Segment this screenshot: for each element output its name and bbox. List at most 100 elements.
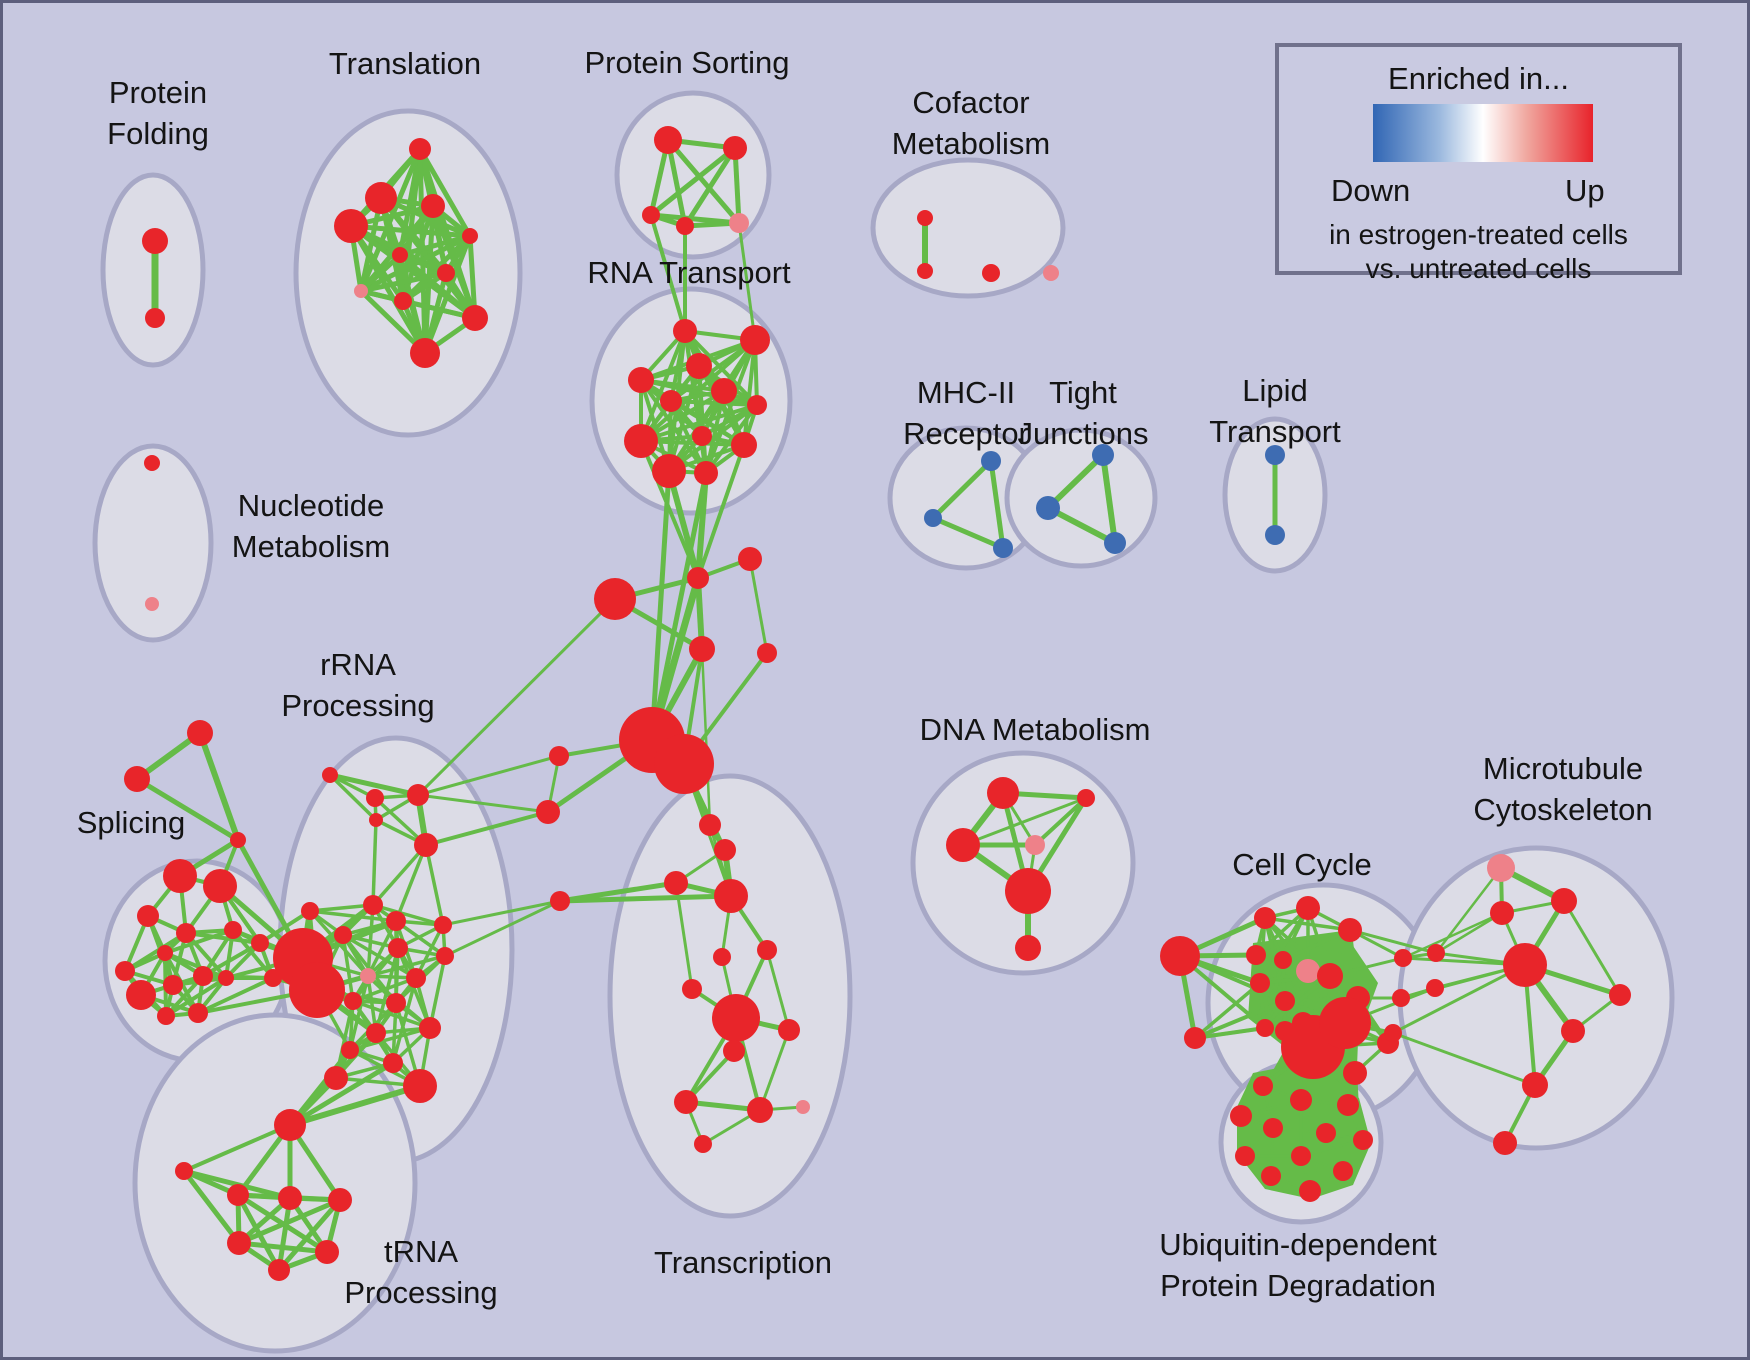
- network-node-rrna: [388, 938, 408, 958]
- network-node-rrna: [407, 784, 429, 806]
- cluster-label-mhc_receptor: Receptor: [903, 416, 1029, 451]
- network-node-trna: [268, 1259, 290, 1281]
- network-edge: [467, 235, 478, 319]
- network-edge: [371, 819, 378, 906]
- network-edge: [765, 949, 791, 1031]
- network-node-rrna: [322, 767, 338, 783]
- network-node-rrna: [341, 1041, 359, 1059]
- network-node-lipid_transport: [1265, 445, 1285, 465]
- network-edge: [164, 951, 227, 980]
- legend-gradient-bar: [1373, 104, 1593, 162]
- network-edge: [1033, 796, 1088, 847]
- network-node-connectors: [549, 746, 569, 766]
- network-node-cofactor: [917, 263, 933, 279]
- network-edge: [1194, 1026, 1266, 1040]
- network-node-dna: [1015, 935, 1041, 961]
- network-edge: [704, 403, 759, 475]
- network-edge: [1046, 505, 1117, 546]
- network-node-splicing: [251, 934, 269, 952]
- network-edge: [367, 954, 446, 978]
- legend-up-label: Up: [1565, 173, 1605, 208]
- cluster-label-rna_transport: RNA Transport: [587, 255, 791, 290]
- network-edge: [1282, 928, 1351, 962]
- network-edge: [197, 976, 274, 1015]
- cluster-label-mt: Cytoskeleton: [1473, 792, 1652, 827]
- network-edge: [309, 903, 374, 913]
- network-edge: [425, 810, 549, 847]
- network-node-cell_cycle: [1296, 896, 1320, 920]
- network-node-trna: [227, 1231, 251, 1255]
- cluster-ellipse-protein_sorting: [614, 90, 772, 260]
- legend-down-label: Down: [1331, 173, 1411, 208]
- network-edge: [649, 214, 687, 332]
- network-node-transcription: [712, 994, 760, 1042]
- network-edge: [1435, 911, 1503, 955]
- network-node-trna: [175, 1162, 193, 1180]
- cluster-label-mhc_receptor: MHC-II: [917, 375, 1015, 410]
- network-node-rrna: [363, 895, 383, 915]
- network-node-dna: [987, 777, 1019, 809]
- network-node-rna_transport: [711, 378, 737, 404]
- network-edge: [366, 920, 398, 977]
- cluster-label-nucleotide: Nucleotide: [238, 488, 384, 523]
- network-node-translation: [409, 138, 431, 160]
- network-node-ubiquitin: [1333, 1161, 1353, 1181]
- cluster-label-protein_sorting: Protein Sorting: [584, 45, 789, 80]
- network-node-rrna: [289, 962, 345, 1018]
- network-edge: [962, 796, 1087, 847]
- network-edge: [328, 773, 378, 822]
- legend: Enriched in... Down Up in estrogen-treat…: [1275, 43, 1682, 284]
- network-node-splicing: [203, 869, 237, 903]
- network-edge: [359, 253, 402, 293]
- network-edge: [135, 730, 202, 782]
- network-edge: [277, 1198, 342, 1272]
- network-node-rrna: [414, 833, 438, 857]
- network-node-transcription: [714, 879, 748, 913]
- network-node-rna_transport: [694, 461, 718, 485]
- network-node-cell_cycle: [1343, 1061, 1367, 1085]
- network-edge: [1194, 999, 1286, 1040]
- network-node-splicing_triangle: [230, 832, 246, 848]
- network-node-splicing: [115, 961, 135, 981]
- network-node-rna_transport: [692, 426, 712, 446]
- network-edge: [183, 1123, 291, 1173]
- network-node-rrna: [360, 968, 376, 984]
- cluster-label-splicing: Splicing: [77, 805, 186, 840]
- network-edge: [931, 459, 993, 520]
- cluster-label-transcription: Transcription: [654, 1245, 832, 1280]
- network-node-splicing_triangle: [187, 720, 213, 746]
- network-node-connectors: [536, 800, 560, 824]
- network-node-rrna: [434, 916, 452, 934]
- network-edge: [674, 882, 694, 990]
- network-node-cell_cycle: [1338, 918, 1362, 942]
- network-node-rrna: [344, 992, 362, 1010]
- network-node-cell_cycle: [1256, 1019, 1274, 1037]
- network-node-translation: [421, 194, 445, 218]
- network-node-ubiquitin: [1263, 1118, 1283, 1138]
- cluster-label-protein_folding: Protein: [109, 75, 207, 110]
- network-edge: [748, 558, 769, 654]
- network-edge: [238, 1240, 328, 1255]
- network-edge: [417, 754, 560, 797]
- network-node-mt: [1561, 1019, 1585, 1043]
- cluster-label-lipid_transport: Transport: [1209, 414, 1341, 449]
- network-node-nucleotide: [145, 597, 159, 611]
- cluster-ellipse-nucleotide: [92, 443, 214, 643]
- network-node-rrna: [366, 1023, 386, 1043]
- network-node-ubiquitin: [1253, 1076, 1273, 1096]
- network-node-splicing: [137, 905, 159, 927]
- network-node-rrna: [419, 1017, 441, 1039]
- network-node-rna_transport: [660, 390, 682, 412]
- network-edge: [1263, 916, 1332, 978]
- network-node-connectors: [594, 578, 636, 620]
- network-node-trna: [227, 1184, 249, 1206]
- network-edge: [394, 919, 447, 958]
- network-node-connectors: [738, 547, 762, 571]
- network-node-transcription: [778, 1019, 800, 1041]
- network-node-splicing: [218, 970, 234, 986]
- network-node-rrna: [324, 1066, 348, 1090]
- network-node-rna_transport: [673, 319, 697, 343]
- network-edge: [424, 844, 445, 926]
- network-edge: [639, 378, 708, 475]
- network-node-splicing: [157, 945, 173, 961]
